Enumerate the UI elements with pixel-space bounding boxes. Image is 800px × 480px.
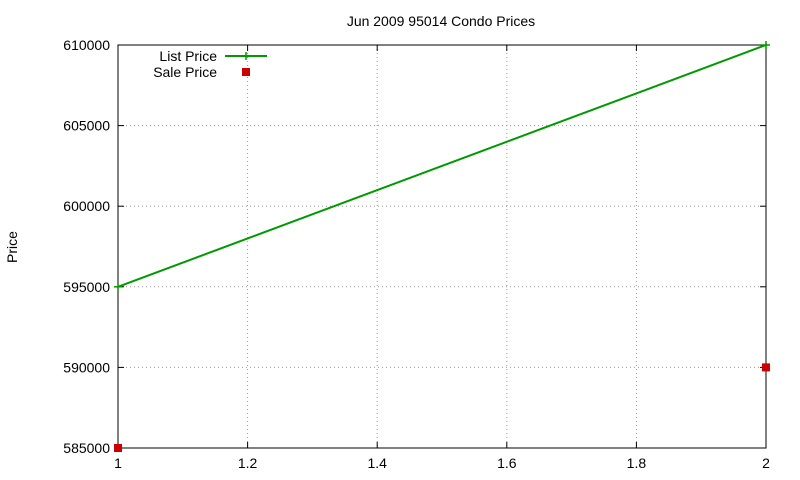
y-tick-label: 585000 [63,440,110,456]
sale-price-point [114,444,122,452]
chart-title: Jun 2009 95014 Condo Prices [347,13,535,29]
grid-lines [118,45,766,448]
y-tick-label: 595000 [63,279,110,295]
x-tick-label: 1.6 [497,455,517,471]
legend-marker-sale-price [242,68,250,76]
x-tick-label: 1.2 [238,455,258,471]
y-tick-label: 605000 [63,118,110,134]
y-tick-label: 610000 [63,37,110,53]
tick-marks [117,44,767,449]
list-price-point [762,41,770,49]
list-price-line [117,44,767,288]
legend-label-sale-price: Sale Price [153,64,217,80]
y-tick-label: 600000 [63,198,110,214]
y-axis-label: Price [4,231,20,263]
x-tick-label: 2 [762,455,770,471]
list-price-point [114,282,122,291]
x-tick-label: 1.4 [367,455,387,471]
legend-label-list-price: List Price [159,48,217,64]
y-tick-labels: 585000 590000 595000 600000 605000 610000 [63,37,110,456]
x-tick-labels: 1 1.2 1.4 1.6 1.8 2 [114,455,770,471]
legend-marker-list-price [242,52,250,60]
sale-price-point [762,363,770,372]
y-tick-label: 590000 [63,359,110,375]
x-tick-label: 1 [114,455,122,471]
plot-border [117,44,767,449]
series-layer [114,41,770,452]
x-tick-label: 1.8 [627,455,647,471]
